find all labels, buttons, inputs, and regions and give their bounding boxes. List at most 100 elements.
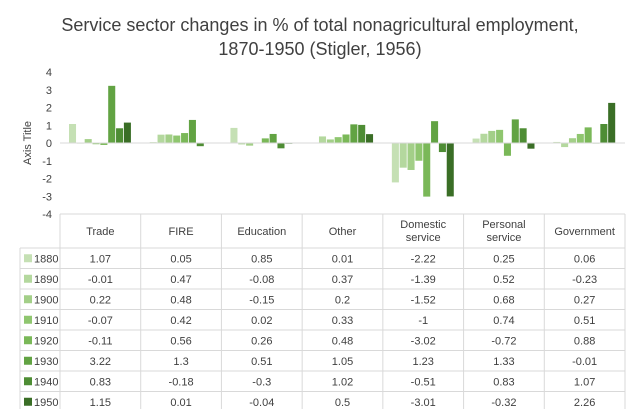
bar-1950-0 [123,122,131,143]
table-cell: -0.15 [249,294,274,306]
y-tick-label: 4 [46,67,52,79]
bar-1900-4 [407,143,415,170]
table-cell: 0.37 [332,274,353,286]
table-cell: 0.2 [335,294,350,306]
bar-1930-2 [269,133,277,143]
bar-1940-0 [116,128,124,143]
bar-1890-3 [318,136,327,143]
category-label: Trade [86,226,114,238]
bar-1900-3 [326,139,334,143]
table-cell: -0.32 [491,397,516,409]
bar-1910-4 [415,143,423,161]
table-cell: 0.26 [251,335,272,347]
bar-1900-6 [568,138,576,143]
bar-1880-6 [553,141,561,143]
y-tick-label: -2 [42,174,52,186]
y-tick-label: 3 [46,85,52,97]
table-cell: 0.27 [574,294,595,306]
table-cell: -1.52 [411,294,436,306]
bar-1940-4 [438,143,446,153]
table-cell: 0.48 [170,294,191,306]
legend-label: 1880 [34,253,58,265]
bar-1890-2 [238,143,246,145]
legend-label: 1890 [34,274,58,286]
legend-key-1910 [24,315,32,324]
category-label: Government [554,226,615,238]
table-cell: 0.01 [170,397,191,409]
bar-1930-4 [431,121,439,143]
bar-1900-1 [165,134,173,143]
category-label: FIRE [169,226,194,238]
bar-1940-5 [519,128,527,143]
bar-1890-1 [157,134,165,143]
table-cell: 0.05 [170,253,191,265]
bar-1920-5 [503,143,511,156]
bar-1890-5 [480,133,488,143]
table-cell: 0.85 [251,253,272,265]
bar-1920-3 [342,134,350,143]
table-cell: 0.25 [493,253,514,265]
bar-1920-2 [261,138,269,143]
table-cell: 1.15 [90,397,111,409]
bar-1890-6 [561,143,569,148]
bar-1880-2 [230,127,238,143]
table-cell: -0.23 [572,274,597,286]
bar-1900-0 [84,139,92,143]
legend-label: 1930 [34,356,58,368]
table-cell: -0.08 [249,274,274,286]
category-label: Domestic [400,219,446,231]
bar-1880-4 [391,143,399,183]
table-cell: -3.01 [411,397,436,409]
table-cell: -0.11 [88,335,112,347]
table-cell: 0.42 [170,315,191,327]
bar-1910-6 [576,133,584,143]
table-cell: 0.06 [574,253,595,265]
y-tick-label: 1 [46,120,52,132]
y-tick-label: 2 [46,103,52,115]
chart-title-line-1: Service sector changes in % of total non… [61,15,579,35]
bar-1930-1 [188,119,196,143]
table-cell: -0.04 [249,397,274,409]
table-cell: 3.22 [90,356,111,368]
table-cell: 0.88 [574,335,595,347]
bar-1930-3 [350,124,358,143]
legend-label: 1920 [34,335,58,347]
category-label: service [406,232,441,244]
table-cell: 1.05 [332,356,353,368]
table-cell: 0.5 [335,397,350,409]
bar-1940-2 [277,143,285,149]
table-cell: -1 [418,315,428,327]
table-cell: 1.07 [90,253,111,265]
legend-key-1880 [24,254,32,263]
bar-1940-3 [358,124,366,143]
table-cell: -2.22 [411,253,436,265]
bar-1920-6 [584,127,592,143]
legend-key-1930 [24,356,32,365]
table-cell: 0.51 [574,315,595,327]
legend-key-1890 [24,274,32,283]
bar-1950-3 [366,134,374,144]
table-cell: 0.47 [170,274,191,286]
bar-1920-0 [100,143,108,145]
table-cell: 0.48 [332,335,353,347]
y-tick-label: -3 [42,191,52,203]
table-cell: 0.56 [170,335,191,347]
table-cell: -0.18 [169,376,194,388]
table-cell: -3.02 [411,335,436,347]
category-label: Personal [482,219,525,231]
table-cell: 0.22 [90,294,111,306]
table-cell: 1.23 [413,356,434,368]
bar-1910-0 [92,143,100,145]
table-cell: -0.72 [491,335,516,347]
table-cell: 0.83 [493,376,514,388]
table-cell: 1.3 [173,356,188,368]
bar-1950-6 [608,102,616,143]
bar-1930-0 [108,85,116,143]
table-cell: 0.83 [90,376,111,388]
chart-title-line-2: 1870-1950 (Stigler, 1956) [218,39,422,59]
category-label: Education [237,226,286,238]
legend-key-1920 [24,336,32,345]
bar-1940-1 [196,143,204,147]
